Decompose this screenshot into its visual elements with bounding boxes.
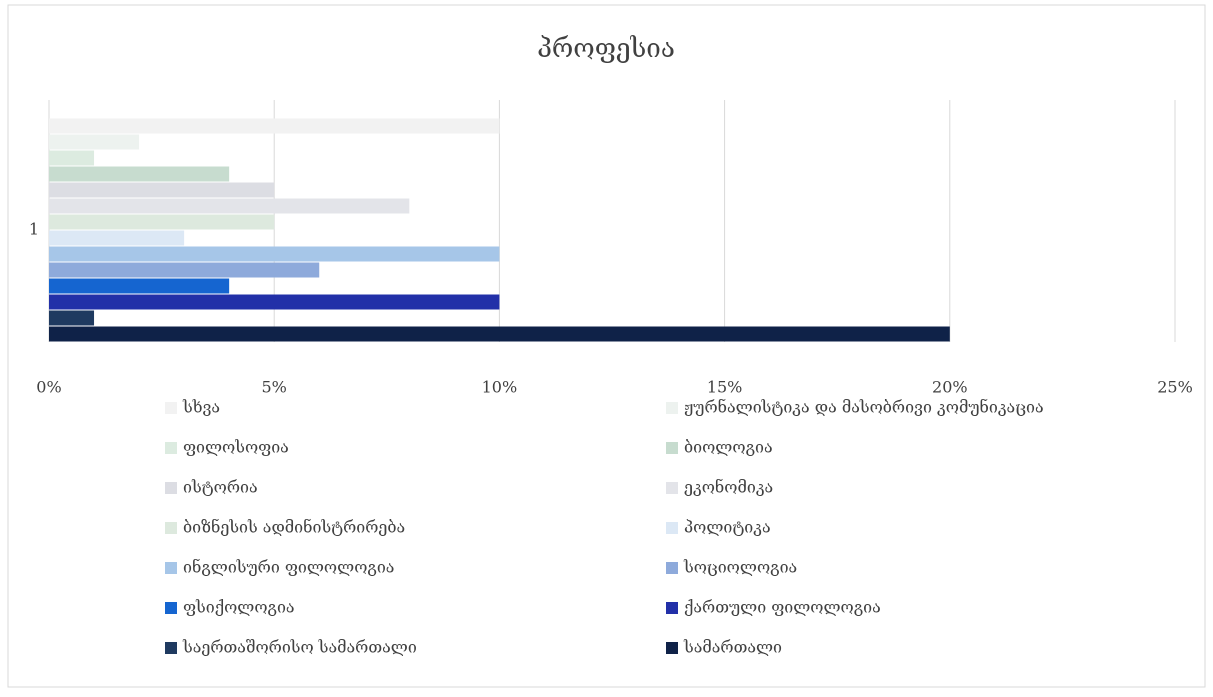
bar xyxy=(49,310,95,326)
legend-marker xyxy=(165,442,177,454)
bar xyxy=(49,278,230,294)
x-tick-label: 15% xyxy=(707,378,743,397)
bar xyxy=(49,246,500,262)
legend-marker xyxy=(165,602,177,614)
x-tick-label: 10% xyxy=(482,378,518,397)
x-tick-label: 25% xyxy=(1157,378,1193,397)
legend-label: სამართალი xyxy=(683,638,782,657)
legend-marker xyxy=(165,562,177,574)
legend-label: ეკონომიკა xyxy=(684,478,773,497)
legend-marker xyxy=(165,522,177,534)
legend-label: ბიზნესის ადმინისტრირება xyxy=(183,518,405,537)
bar xyxy=(49,198,410,214)
legend-marker xyxy=(666,482,678,494)
x-tick-label: 20% xyxy=(932,378,968,397)
legend-label: ჟურნალისტიკა და მასობრივი კომუნიკაცია xyxy=(684,398,1044,417)
legend-label: სოციოლოგია xyxy=(683,558,797,577)
legend-marker xyxy=(666,602,678,614)
legend-marker xyxy=(666,402,678,414)
bar xyxy=(49,230,185,246)
legend-label: ქართული ფილოლოგია xyxy=(684,598,881,617)
bar xyxy=(49,326,950,342)
legend-label: ინგლისური ფილოლოგია xyxy=(183,558,394,577)
bar xyxy=(49,150,95,166)
legend-label: ფილოსოფია xyxy=(183,438,289,457)
legend-label: ისტორია xyxy=(183,478,258,497)
legend-label: სხვა xyxy=(182,398,220,417)
legend-label: ფსიქოლოგია xyxy=(183,598,295,617)
legend-label: პოლიტიკა xyxy=(684,518,771,537)
bar xyxy=(49,214,275,230)
legend-marker xyxy=(165,482,177,494)
legend-marker xyxy=(666,642,678,654)
bar xyxy=(49,262,320,278)
x-tick-label: 0% xyxy=(36,378,61,397)
legend-label: საერთაშორისო სამართალი xyxy=(182,638,417,657)
chart-border xyxy=(7,4,1206,688)
legend-marker xyxy=(666,442,678,454)
legend-label: ბიოლოგია xyxy=(684,438,773,457)
bar xyxy=(49,118,500,134)
chart-title: პროფესია xyxy=(537,34,675,64)
y-tick-label: 1 xyxy=(29,220,39,239)
legend-marker xyxy=(666,522,678,534)
x-tick-label: 5% xyxy=(262,378,287,397)
legend-marker xyxy=(165,642,177,654)
legend-marker xyxy=(666,562,678,574)
bar xyxy=(49,294,500,310)
bar xyxy=(49,182,275,198)
legend-marker xyxy=(165,402,177,414)
bar xyxy=(49,134,140,150)
bar xyxy=(49,166,230,182)
